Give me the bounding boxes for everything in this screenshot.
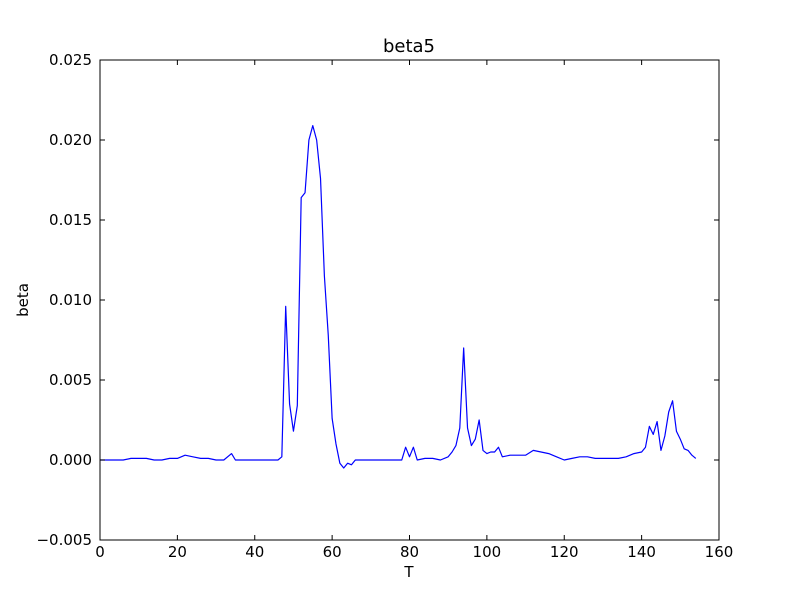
x-tick-label: 0 [95, 543, 105, 561]
x-tick-label: 60 [323, 543, 342, 561]
y-tick-label: 0.025 [49, 51, 92, 69]
x-tick-label: 80 [400, 543, 419, 561]
y-axis-label: beta [14, 283, 32, 317]
y-tick-label: 0.015 [49, 211, 92, 229]
x-tick-label: 140 [627, 543, 656, 561]
x-tick-label: 40 [245, 543, 264, 561]
y-tick-label: 0.000 [49, 451, 92, 469]
axes-frame [99, 59, 720, 541]
x-tick-label: 100 [473, 543, 502, 561]
y-tick-label: 0.005 [49, 371, 92, 389]
x-tick-label: 20 [168, 543, 187, 561]
x-axis-label: T [403, 563, 414, 581]
plot-area [100, 124, 697, 469]
y-tick-label: −0.005 [36, 531, 92, 549]
x-tick-label: 120 [550, 543, 579, 561]
series-line [100, 124, 697, 469]
y-tick-label: 0.010 [49, 291, 92, 309]
y-tick-label: 0.020 [49, 131, 92, 149]
chart-title: beta5 [383, 36, 435, 57]
x-tick-label: 160 [705, 543, 734, 561]
tick-labels: 0 20 40 60 80 100 120 140 160 −0.005 0.000 0.005 0.0… [36, 51, 733, 561]
